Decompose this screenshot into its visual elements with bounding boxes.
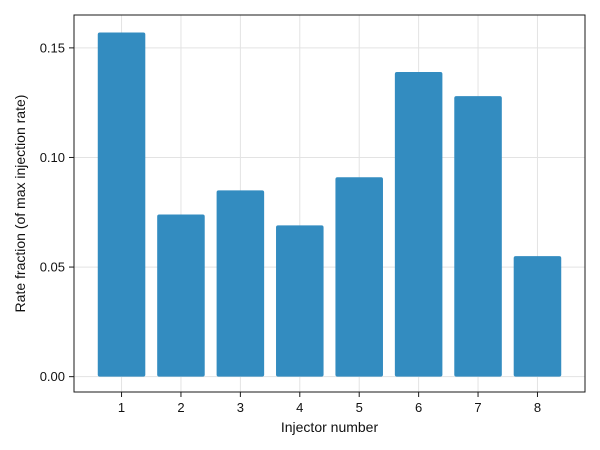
plot-frame bbox=[73, 14, 586, 393]
y-axis-title: Rate fraction (of max injection rate) bbox=[12, 95, 28, 313]
x-tick-label: 4 bbox=[296, 400, 303, 415]
y-tick-label: 0.00 bbox=[40, 369, 65, 384]
bar bbox=[276, 225, 324, 377]
bar bbox=[216, 190, 265, 377]
x-tick-label: 2 bbox=[177, 400, 184, 415]
ticks: 1 2 3 4 5 6 7 8 0.00 0.05 0.10 0.15 bbox=[40, 40, 541, 415]
bar bbox=[454, 96, 502, 377]
x-tick-label: 8 bbox=[534, 400, 541, 415]
bar bbox=[97, 32, 146, 377]
x-tick-label: 6 bbox=[415, 400, 422, 415]
bar bbox=[394, 71, 443, 377]
x-tick-label: 1 bbox=[118, 400, 125, 415]
bar bbox=[513, 256, 562, 377]
bar bbox=[335, 177, 383, 377]
x-tick-label: 3 bbox=[237, 400, 244, 415]
x-axis-title: Injector number bbox=[281, 419, 379, 435]
y-tick-label: 0.05 bbox=[40, 260, 65, 275]
x-tick-label: 5 bbox=[356, 400, 363, 415]
y-tick-label: 0.15 bbox=[40, 40, 65, 55]
y-tick-label: 0.10 bbox=[40, 150, 65, 165]
bar bbox=[157, 214, 205, 377]
bars bbox=[97, 32, 562, 377]
x-tick-label: 7 bbox=[474, 400, 481, 415]
grid bbox=[74, 15, 585, 392]
